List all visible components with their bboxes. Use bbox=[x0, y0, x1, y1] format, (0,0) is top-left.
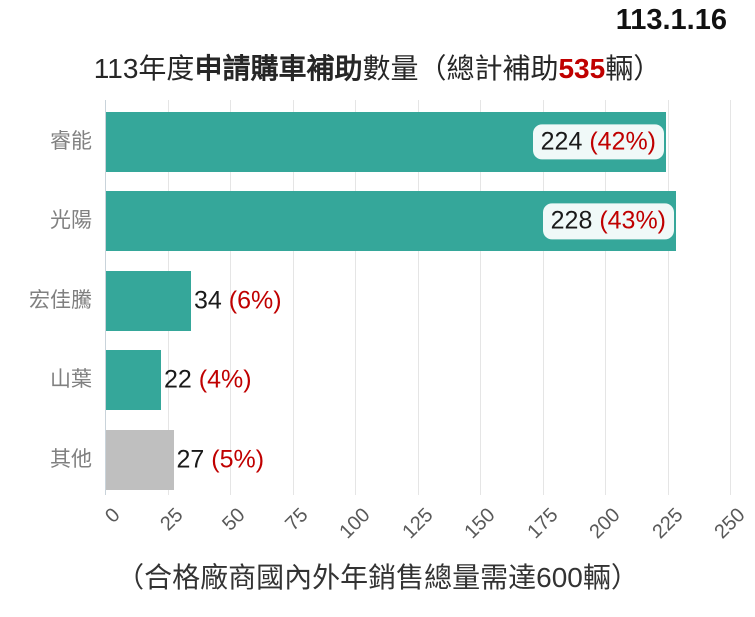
gridline-x-75 bbox=[292, 100, 294, 495]
value-number: 22 bbox=[164, 365, 199, 394]
chart-title: 113年度申請購車補助數量（總計補助535輛） bbox=[0, 47, 755, 87]
value-number: 27 bbox=[176, 444, 212, 473]
gridline-x-175 bbox=[542, 100, 544, 495]
category-label-4: 山葉 bbox=[50, 368, 92, 392]
gridline-x-50 bbox=[230, 100, 231, 495]
value-percent: (43%) bbox=[599, 206, 666, 235]
gridline-x-125 bbox=[417, 100, 419, 495]
value-label-2: 228 (43%) bbox=[542, 203, 674, 240]
value-label-5: 27 (5%) bbox=[171, 442, 271, 477]
value-percent: (4%) bbox=[198, 365, 252, 394]
category-label-1: 睿能 bbox=[50, 130, 92, 153]
value-number: 228 bbox=[550, 206, 600, 235]
gridline-x-150 bbox=[480, 100, 481, 495]
value-percent: (5%) bbox=[211, 444, 265, 473]
y-axis-line bbox=[105, 100, 106, 495]
title-part3: 數量（總計補助 bbox=[362, 53, 559, 84]
title-part1: 113年度 bbox=[93, 53, 195, 84]
footnote: （合格廠商國內外年銷售總量需達600輛） bbox=[116, 562, 639, 593]
value-number: 224 bbox=[540, 127, 590, 156]
gridline-x-200 bbox=[605, 100, 606, 495]
bar-2: 228 (43%) bbox=[106, 191, 676, 252]
bar-4: 22 (4%) bbox=[106, 350, 252, 411]
bar-5: 27 (5%) bbox=[106, 429, 264, 490]
category-label-3: 宏佳騰 bbox=[29, 288, 92, 312]
bar-1: 224 (42%) bbox=[106, 112, 666, 172]
gridline-x-250 bbox=[730, 100, 731, 495]
value-number: 34 bbox=[194, 286, 229, 315]
value-percent: (42%) bbox=[589, 127, 656, 156]
value-percent: (6%) bbox=[228, 286, 282, 315]
value-label-4: 22 (4%) bbox=[158, 363, 258, 398]
title-part4: 輛） bbox=[605, 53, 662, 84]
bar-3: 34 (6%) bbox=[106, 270, 282, 331]
category-label-5: 其他 bbox=[50, 447, 92, 471]
gridline-x-225 bbox=[667, 100, 669, 495]
value-label-1: 224 (42%) bbox=[532, 124, 664, 160]
title-total: 535 bbox=[558, 53, 606, 84]
gridline-x-100 bbox=[355, 100, 356, 495]
title-part2-bold: 申請購車補助 bbox=[194, 53, 363, 84]
date-label: 113.1.16 bbox=[615, 4, 727, 36]
category-label-2: 光陽 bbox=[50, 209, 92, 233]
value-label-3: 34 (6%) bbox=[188, 283, 288, 318]
